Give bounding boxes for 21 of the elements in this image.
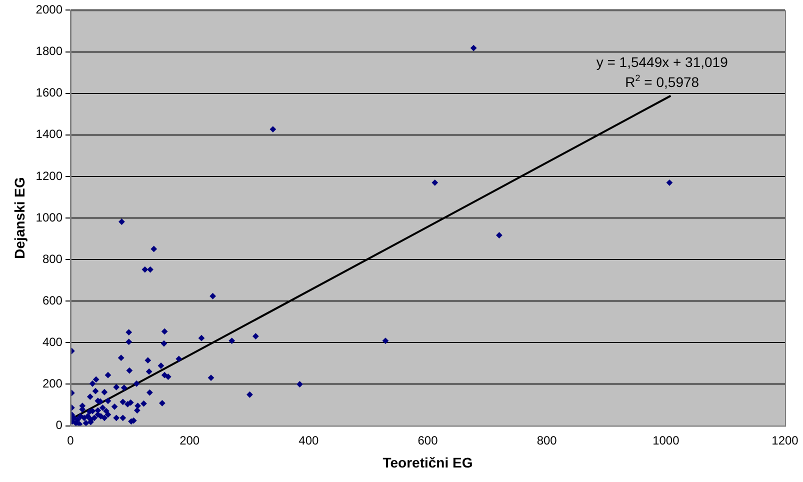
y-axis-title: Dejanski EG — [11, 177, 28, 259]
y-tick-label: 1800 — [36, 44, 63, 58]
annotation: y = 1,5449x + 31,019 — [596, 54, 728, 70]
x-tick-label: 200 — [180, 433, 200, 448]
y-tick-label: 2000 — [36, 2, 63, 17]
y-tick-label: 1000 — [36, 210, 63, 224]
x-tick-label: 400 — [298, 433, 319, 448]
y-tick-label: 0 — [56, 418, 63, 432]
x-tick-label: 600 — [418, 433, 438, 448]
y-tick-label: 600 — [42, 293, 63, 308]
y-tick-label: 1200 — [36, 168, 63, 183]
x-tick-label: 800 — [536, 433, 558, 448]
x-tick-label: 1200 — [772, 433, 799, 448]
y-tick-label: 1400 — [36, 127, 63, 142]
y-tick-label: 400 — [42, 334, 63, 349]
x-tick-label: 0 — [67, 433, 74, 448]
x-tick-label: 1000 — [652, 433, 680, 448]
x-axis-title: Teoretični EG — [382, 454, 473, 470]
y-tick-label: 1600 — [36, 86, 63, 100]
y-tick-label: 800 — [42, 252, 63, 266]
y-tick-label: 200 — [42, 376, 63, 391]
